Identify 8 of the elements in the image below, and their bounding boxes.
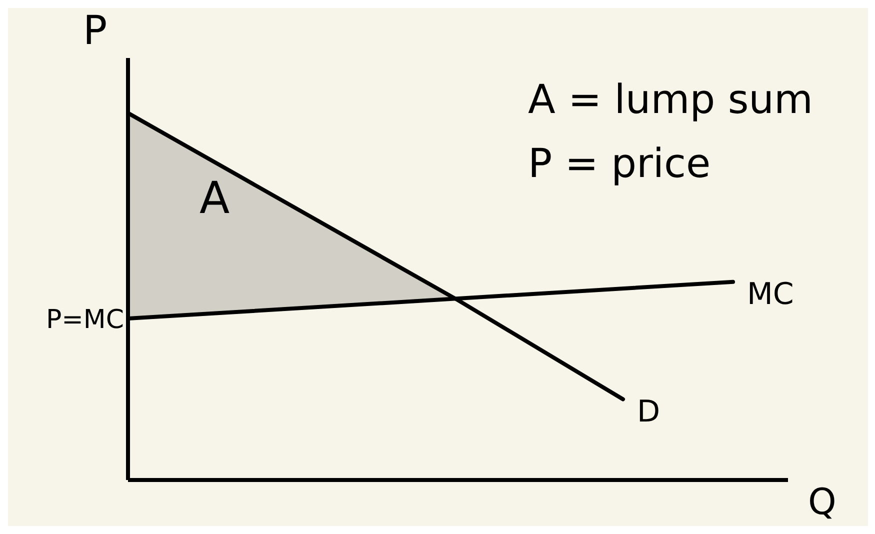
series-label: MC — [747, 276, 794, 312]
annotation: A — [200, 173, 230, 224]
series-label: D — [637, 394, 660, 430]
y-axis-title: P — [83, 8, 108, 54]
x-axis-title: Q — [808, 482, 836, 523]
annotation: P = price — [528, 140, 712, 189]
text: P=MC — [46, 304, 124, 335]
annotation: A = lump sum — [528, 76, 813, 125]
